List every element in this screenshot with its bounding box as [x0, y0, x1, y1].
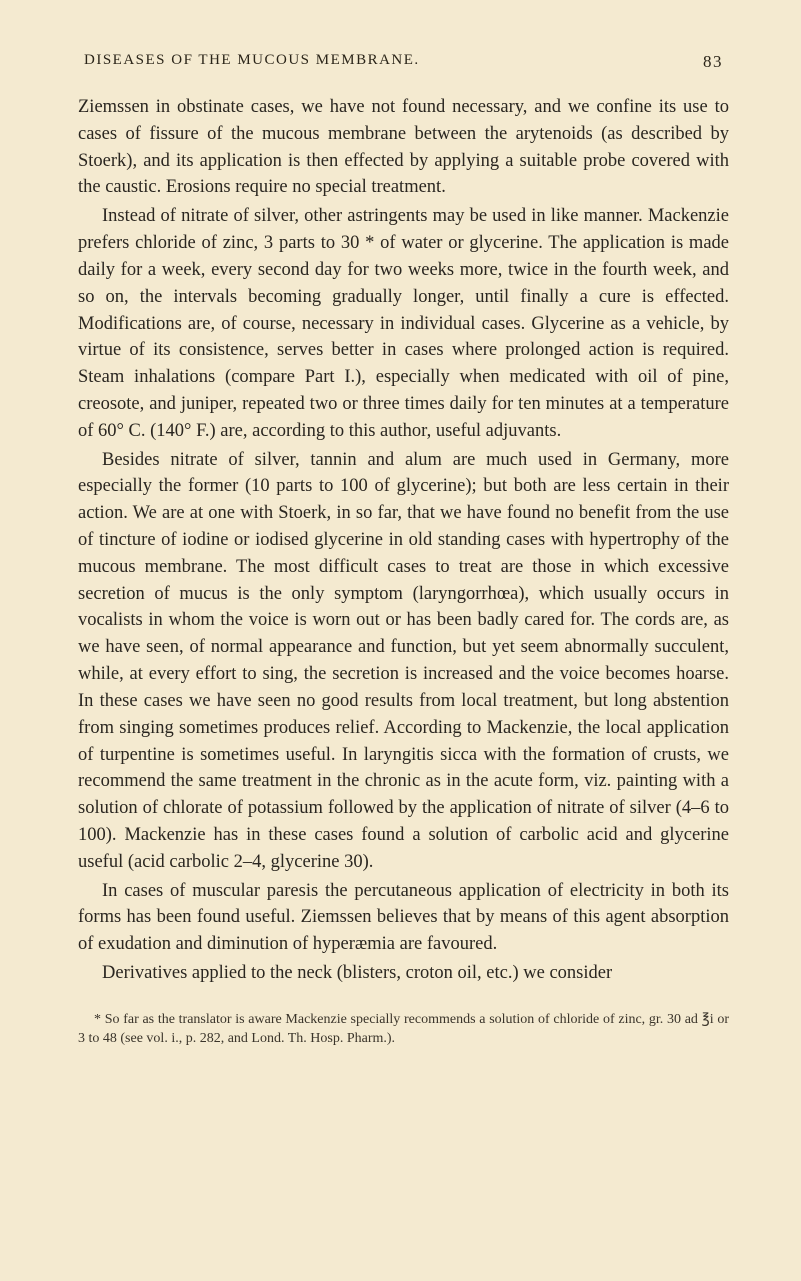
page-number: 83 [703, 52, 723, 72]
body-text: Ziemssen in obstinate cases, we have not… [78, 94, 729, 987]
header-title: DISEASES OF THE MUCOUS MEMBRANE. [84, 52, 420, 72]
paragraph: Instead of nitrate of silver, other astr… [78, 203, 729, 444]
page-header: DISEASES OF THE MUCOUS MEMBRANE. 83 [78, 52, 729, 72]
paragraph: Ziemssen in obstinate cases, we have not… [78, 94, 729, 201]
paragraph: In cases of muscular paresis the percuta… [78, 878, 729, 958]
document-page: DISEASES OF THE MUCOUS MEMBRANE. 83 Ziem… [0, 0, 801, 1089]
footnote: * So far as the translator is aware Mack… [78, 1011, 729, 1049]
paragraph: Besides nitrate of silver, tannin and al… [78, 447, 729, 876]
paragraph: Derivatives applied to the neck (blister… [78, 960, 729, 987]
